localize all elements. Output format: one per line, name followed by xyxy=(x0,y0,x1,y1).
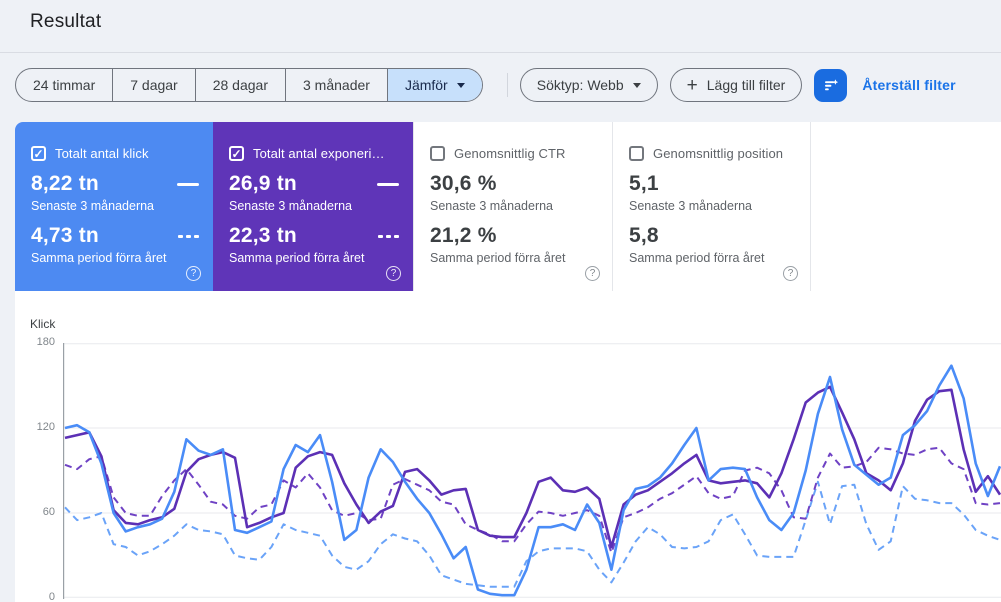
y-axis-tick: 180 xyxy=(36,336,55,348)
help-icon[interactable]: ? xyxy=(186,266,201,281)
y-axis-tick: 60 xyxy=(42,506,55,518)
help-icon[interactable]: ? xyxy=(783,266,798,281)
metric-card-total-impressions[interactable]: ✓ Totalt antal exponeri… 26,9 tn Senaste… xyxy=(213,122,413,291)
metric-value-current: 5,1 xyxy=(629,172,659,195)
date-range-3m-button[interactable]: 3 månader xyxy=(285,69,387,101)
metric-label-current: Senaste 3 månaderna xyxy=(629,199,753,213)
metric-card-average-ctr[interactable]: Genomsnittlig CTR 30,6 % Senaste 3 månad… xyxy=(413,122,612,291)
metric-label-current: Senaste 3 månaderna xyxy=(31,199,155,213)
help-icon[interactable]: ? xyxy=(386,266,401,281)
plus-icon: + xyxy=(686,74,698,96)
metric-value-current: 8,22 tn xyxy=(31,172,99,195)
filter-settings-button[interactable] xyxy=(814,68,848,102)
metric-label-current: Senaste 3 månaderna xyxy=(430,199,554,213)
date-range-7d-button[interactable]: 7 dagar xyxy=(112,69,194,101)
metric-card-total-clicks[interactable]: ✓ Totalt antal klick 8,22 tn Senaste 3 m… xyxy=(15,122,213,291)
search-type-label: Söktyp: Webb xyxy=(536,77,624,93)
checkbox-checked-icon[interactable]: ✓ xyxy=(31,146,46,161)
help-icon[interactable]: ? xyxy=(585,266,600,281)
metric-label-previous: Samma period förra året xyxy=(629,251,765,265)
metric-label-previous: Samma period förra året xyxy=(430,251,566,265)
add-filter-button[interactable]: + Lägg till filter xyxy=(669,68,803,102)
add-filter-label: Lägg till filter xyxy=(706,77,786,93)
metric-value-previous: 4,73 tn xyxy=(31,224,99,247)
date-range-segmented-control: 24 timmar 7 dagar 28 dagar 3 månader Jäm… xyxy=(15,68,483,102)
header-divider xyxy=(0,52,1001,53)
checkbox-unchecked-icon[interactable] xyxy=(629,146,644,161)
date-range-24h-button[interactable]: 24 timmar xyxy=(16,69,112,101)
compare-label: Jämför xyxy=(404,77,448,93)
card-title: Genomsnittlig CTR xyxy=(454,146,566,161)
metric-card-average-position[interactable]: Genomsnittlig position 5,1 Senaste 3 mån… xyxy=(612,122,811,291)
search-type-button[interactable]: Söktyp: Webb xyxy=(519,68,658,102)
y-axis-tick: 0 xyxy=(48,591,55,602)
report-panel: ✓ Totalt antal klick 8,22 tn Senaste 3 m… xyxy=(15,122,1001,602)
chevron-down-icon xyxy=(456,82,465,88)
metric-label-previous: Samma period förra året xyxy=(31,251,167,265)
metric-value-current: 30,6 % xyxy=(430,172,497,195)
date-range-28d-button[interactable]: 28 dagar xyxy=(194,69,285,101)
chevron-down-icon xyxy=(632,82,641,88)
checkbox-unchecked-icon[interactable] xyxy=(430,146,445,161)
filter-toolbar: 24 timmar 7 dagar 28 dagar 3 månader Jäm… xyxy=(15,68,956,102)
metric-value-previous: 21,2 % xyxy=(430,224,497,247)
card-title: Totalt antal exponeri… xyxy=(253,146,385,161)
solid-line-indicator xyxy=(177,182,199,186)
toolbar-divider xyxy=(506,73,508,97)
page-title: Resultat xyxy=(30,11,102,32)
metric-cards-row: ✓ Totalt antal klick 8,22 tn Senaste 3 m… xyxy=(15,122,1001,291)
y-axis-tick: 120 xyxy=(36,421,55,433)
metric-value-current: 26,9 tn xyxy=(229,172,297,195)
y-axis-title: Klick xyxy=(30,317,56,331)
card-title: Totalt antal klick xyxy=(55,146,149,161)
dashed-line-indicator xyxy=(375,234,399,238)
reset-filters-link[interactable]: Återställ filter xyxy=(862,77,956,93)
compare-button[interactable]: Jämför xyxy=(386,69,482,101)
checkbox-checked-icon[interactable]: ✓ xyxy=(229,146,244,161)
filter-sparkle-icon xyxy=(822,76,840,94)
metric-value-previous: 5,8 xyxy=(629,224,659,247)
dashed-line-indicator xyxy=(175,234,199,238)
solid-line-indicator xyxy=(377,182,399,186)
card-title: Genomsnittlig position xyxy=(653,146,784,161)
chart-svg xyxy=(63,343,1001,599)
metric-label-previous: Samma period förra året xyxy=(229,251,365,265)
metric-label-current: Senaste 3 månaderna xyxy=(229,199,353,213)
metric-value-previous: 22,3 tn xyxy=(229,224,297,247)
